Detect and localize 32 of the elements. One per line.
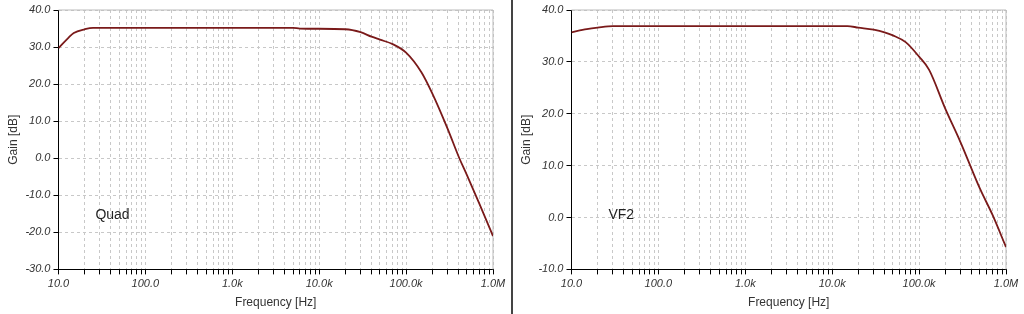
y-tick-label: -30.0 (25, 262, 52, 275)
x-tick-label: 100.0 (131, 277, 161, 290)
x-axis-title: Frequency [Hz] (235, 295, 317, 310)
y-axis-title: Gain [dB] (518, 114, 533, 165)
x-tick-label: 10.0k (305, 277, 334, 290)
x-tick-label: 100.0k (389, 277, 424, 290)
annotation: Quad (95, 205, 130, 222)
x-tick-label: 10.0k (818, 277, 847, 290)
y-tick-label: -20.0 (25, 225, 52, 238)
x-tick-label: 1.0k (734, 277, 757, 290)
x-tick-label: 10.0 (47, 277, 71, 290)
x-tick-label: 1.0M (480, 277, 507, 290)
y-tick-label: 10.0 (542, 158, 565, 171)
x-axis-title: Frequency [Hz] (748, 295, 830, 310)
x-tick-label: 1.0k (221, 277, 244, 290)
y-tick-label: 20.0 (28, 77, 52, 90)
x-tick-label: 100.0k (902, 277, 937, 290)
x-tick-label: 10.0 (560, 277, 584, 290)
y-tick-label: 40.0 (542, 3, 565, 16)
x-tick-label: 1.0M (993, 277, 1020, 290)
y-tick-label: 40.0 (29, 3, 52, 16)
y-tick-label: -10.0 (25, 188, 52, 201)
y-tick-label: 10.0 (29, 114, 52, 127)
y-tick-label: 0.0 (35, 151, 52, 164)
x-tick-label: 100.0 (644, 277, 674, 290)
y-tick-label: -10.0 (538, 262, 565, 275)
annotation: VF2 (608, 205, 635, 222)
y-tick-label: 20.0 (541, 106, 565, 119)
y-axis-title: Gain [dB] (5, 114, 20, 165)
y-tick-label: 0.0 (548, 210, 565, 223)
y-tick-label: 30.0 (29, 40, 52, 53)
y-tick-label: 30.0 (542, 54, 565, 67)
